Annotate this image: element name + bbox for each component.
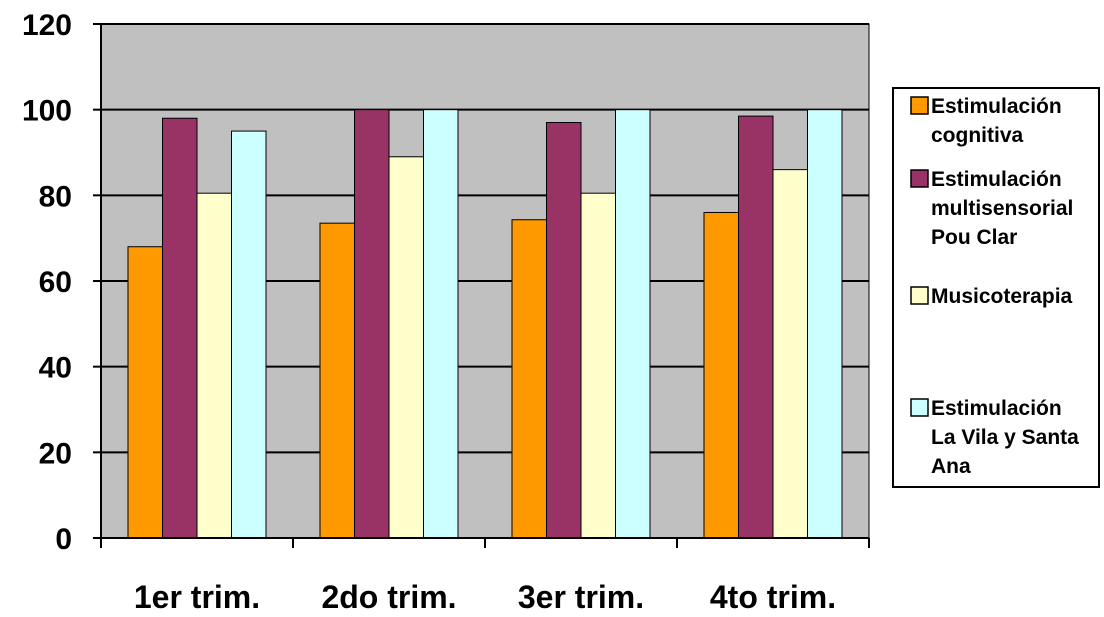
- bar: [703, 211, 739, 539]
- y-tick-label: 80: [39, 180, 72, 213]
- legend-label: La Vila y Santa: [931, 426, 1079, 449]
- bar: [162, 117, 198, 539]
- legend-swatch: [910, 398, 929, 417]
- y-tick-label: 40: [39, 352, 72, 385]
- legend-swatch: [910, 286, 929, 305]
- bar: [772, 169, 808, 539]
- x-tick-labels: 1er trim. 2do trim. 3er trim. 4to trim.: [134, 579, 836, 615]
- legend-label: Pou Clar: [931, 226, 1017, 249]
- y-tick-label: 100: [22, 95, 72, 128]
- bar: [738, 115, 774, 539]
- legend-label: Musicoterapia: [931, 285, 1073, 308]
- x-tick-label: 2do trim.: [321, 579, 456, 615]
- bar: [580, 192, 616, 539]
- y-tick-label: 60: [39, 266, 72, 299]
- bar: [807, 109, 843, 539]
- legend-label: Estimulación: [931, 168, 1062, 191]
- bar: [511, 219, 547, 539]
- y-tick-label: 20: [39, 437, 72, 470]
- bars: [127, 109, 843, 539]
- legend-label: cognitiva: [931, 124, 1024, 147]
- legend-label: Estimulación: [931, 397, 1062, 420]
- bar: [196, 192, 232, 539]
- bar: [319, 222, 355, 539]
- bar: [423, 109, 459, 539]
- axes: [93, 23, 870, 548]
- legend-swatch: [910, 169, 929, 188]
- y-tick-labels: 0 20 40 60 80 100 120: [22, 9, 72, 556]
- bar: [354, 109, 390, 539]
- x-tick-label: 1er trim.: [134, 579, 260, 615]
- bar: [546, 122, 582, 539]
- y-tick-label: 0: [55, 523, 72, 556]
- bar: [615, 109, 651, 539]
- legend: Estimulación cognitiva Estimulación multise…: [892, 87, 1100, 488]
- legend-label: multisensorial: [931, 197, 1073, 220]
- legend-label: Ana: [931, 455, 971, 478]
- bar: [127, 246, 163, 539]
- y-tick-label: 120: [22, 9, 72, 42]
- x-tick-label: 4to trim.: [710, 579, 836, 615]
- x-tick-label: 3er trim.: [518, 579, 644, 615]
- bar: [231, 130, 267, 539]
- legend-label: Estimulación: [931, 95, 1062, 118]
- bar: [388, 156, 424, 539]
- legend-swatch: [910, 96, 929, 115]
